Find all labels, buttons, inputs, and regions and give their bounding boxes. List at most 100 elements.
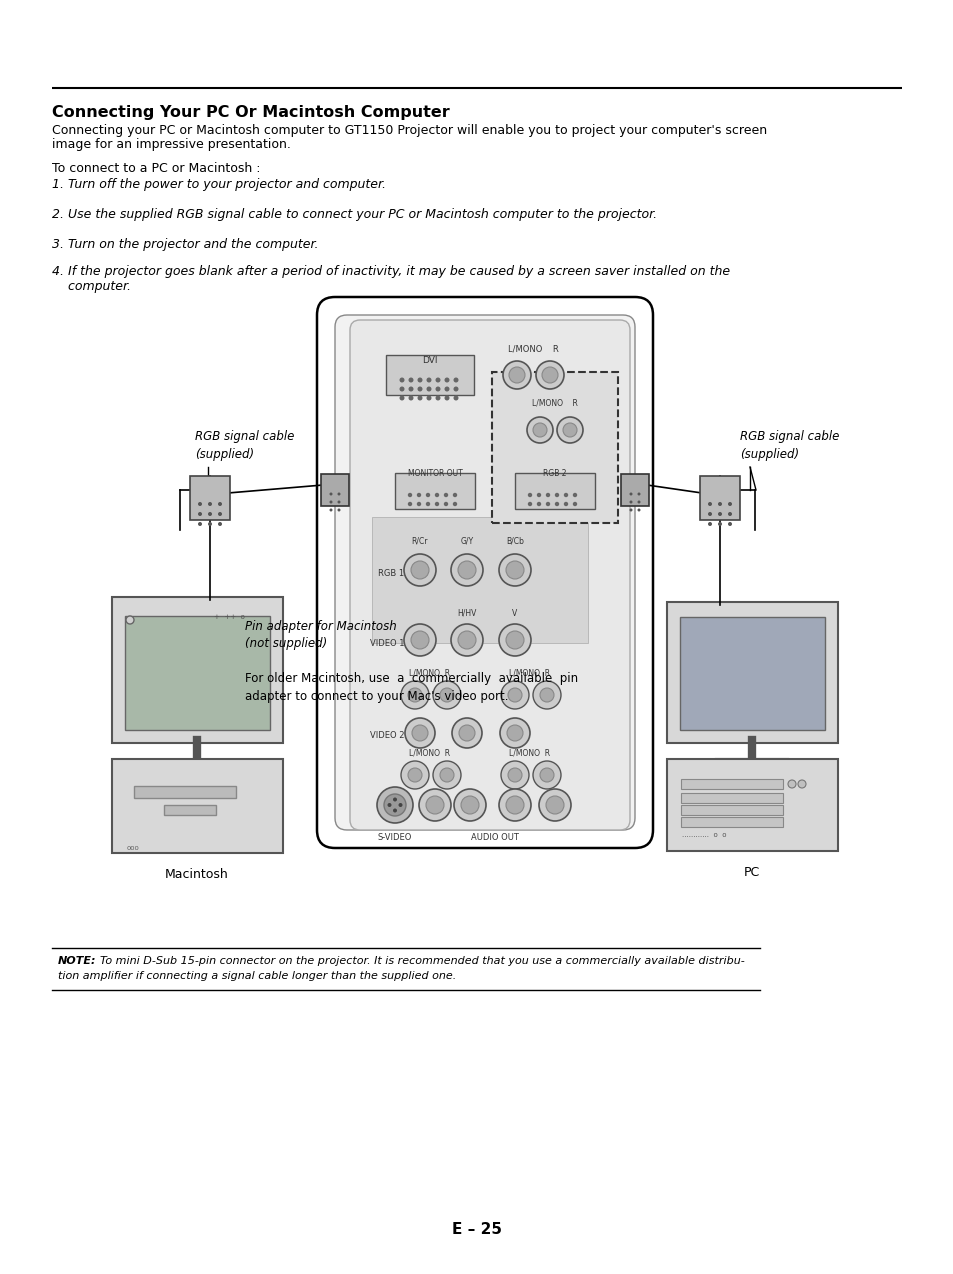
Circle shape [500,682,529,710]
Circle shape [398,803,402,806]
Circle shape [505,561,523,578]
Text: L/MONO    R: L/MONO R [532,399,578,408]
Circle shape [533,761,560,789]
Text: Connecting Your PC Or Macintosh Computer: Connecting Your PC Or Macintosh Computer [52,104,449,120]
Text: ooo: ooo [127,845,139,851]
Circle shape [408,768,421,782]
FancyBboxPatch shape [190,476,230,520]
Circle shape [537,493,540,497]
Circle shape [218,522,222,526]
Text: DVI: DVI [422,355,437,364]
Circle shape [444,395,449,400]
Text: L/MONO  R: L/MONO R [409,748,450,757]
Circle shape [555,502,558,506]
Circle shape [435,395,440,400]
Circle shape [502,361,531,389]
Circle shape [500,761,529,789]
Circle shape [407,502,412,506]
Circle shape [563,502,568,506]
Circle shape [198,502,202,506]
Circle shape [426,395,431,400]
Circle shape [435,386,440,391]
Circle shape [453,493,456,497]
Circle shape [787,780,795,789]
Circle shape [416,502,421,506]
FancyBboxPatch shape [125,617,270,730]
Circle shape [329,493,333,496]
Circle shape [629,501,632,503]
Text: +  ++  o: + ++ o [213,614,245,620]
Text: (supplied): (supplied) [194,448,253,461]
Circle shape [443,502,448,506]
Circle shape [545,502,550,506]
Circle shape [457,561,476,578]
Circle shape [457,631,476,648]
Circle shape [435,493,438,497]
Circle shape [707,512,711,516]
Circle shape [426,386,431,391]
Circle shape [454,789,485,820]
Circle shape [505,631,523,648]
Circle shape [536,361,563,389]
Circle shape [443,493,448,497]
Circle shape [444,377,449,382]
Text: H/HV: H/HV [456,609,476,618]
Text: L/MONO  R: L/MONO R [409,668,450,676]
Text: VIDEO 2: VIDEO 2 [370,731,404,740]
Text: 2. Use the supplied RGB signal cable to connect your PC or Macintosh computer to: 2. Use the supplied RGB signal cable to … [52,208,657,220]
Text: RGB signal cable: RGB signal cable [194,431,294,443]
Circle shape [718,512,721,516]
FancyBboxPatch shape [320,474,349,506]
FancyBboxPatch shape [700,476,740,520]
Circle shape [453,386,458,391]
Circle shape [412,725,428,741]
Circle shape [426,377,431,382]
Text: G/Y: G/Y [460,538,473,547]
Text: L/MONO  R: L/MONO R [509,668,550,676]
FancyBboxPatch shape [386,355,474,395]
Text: 1. Turn off the power to your projector and computer.: 1. Turn off the power to your projector … [52,178,386,191]
Circle shape [393,809,396,813]
Text: VIDEO 1: VIDEO 1 [370,638,404,647]
Circle shape [545,493,550,497]
Circle shape [408,395,413,400]
Circle shape [498,554,531,586]
Circle shape [555,493,558,497]
Circle shape [629,493,632,496]
FancyBboxPatch shape [492,372,618,524]
Text: PC: PC [743,866,760,879]
Circle shape [499,719,530,748]
Circle shape [533,682,560,710]
FancyBboxPatch shape [395,473,475,510]
Text: For older Macintosh, use  a  commercially  available  pin: For older Macintosh, use a commercially … [245,671,578,685]
Circle shape [458,725,475,741]
Circle shape [407,493,412,497]
FancyBboxPatch shape [316,297,652,848]
Text: RGB 2: RGB 2 [542,469,566,478]
Circle shape [337,493,340,496]
Circle shape [563,493,568,497]
Text: 3. Turn on the projector and the computer.: 3. Turn on the projector and the compute… [52,238,318,251]
Circle shape [433,761,460,789]
Text: (supplied): (supplied) [740,448,799,461]
Text: L/MONO    R: L/MONO R [507,344,558,353]
Circle shape [444,386,449,391]
Circle shape [408,386,413,391]
Circle shape [393,798,396,801]
Circle shape [329,501,333,503]
Text: AUDIO OUT: AUDIO OUT [471,833,518,842]
Circle shape [399,377,404,382]
Circle shape [718,502,721,506]
Circle shape [637,501,639,503]
Circle shape [408,377,413,382]
FancyBboxPatch shape [515,473,595,510]
FancyBboxPatch shape [680,778,782,789]
Circle shape [417,377,422,382]
Circle shape [718,522,721,526]
Circle shape [451,624,482,656]
Circle shape [208,502,212,506]
FancyBboxPatch shape [372,517,587,643]
Circle shape [417,386,422,391]
Circle shape [425,493,430,497]
FancyBboxPatch shape [133,786,235,798]
